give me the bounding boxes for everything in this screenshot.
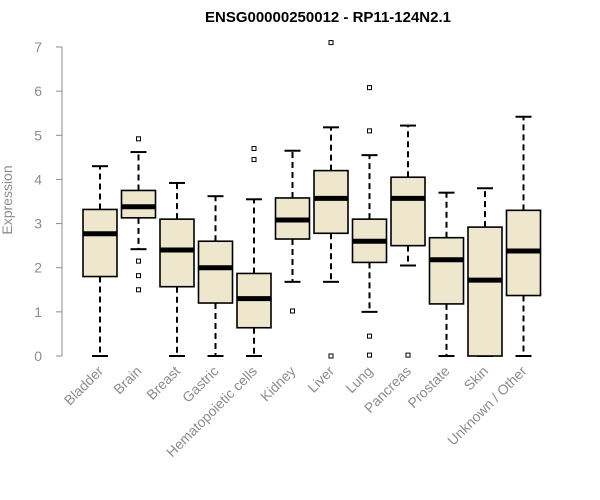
box-hematopoietic-cells <box>236 146 272 357</box>
box-rect <box>428 236 465 305</box>
box-rect <box>82 208 118 278</box>
y-tick-label: 5 <box>34 127 42 143</box>
x-tick-label: Lung <box>342 363 375 396</box>
box-lung <box>351 85 388 358</box>
chart-title: ENSG00000250012 - RP11-124N2.1 <box>205 9 451 26</box>
outlier-point <box>136 287 141 293</box>
outlier-point <box>328 353 334 359</box>
x-tick-label: Prostate <box>404 363 452 411</box>
box-rect <box>390 176 426 247</box>
x-tick-label: Liver <box>304 363 337 396</box>
outlier-point <box>367 128 372 134</box>
box-brain <box>120 136 157 293</box>
boxes-group <box>82 40 542 359</box>
outlier-point <box>328 40 334 46</box>
outlier-point <box>136 136 141 142</box>
box-breast <box>159 181 195 357</box>
outlier-point <box>290 308 295 314</box>
y-tick-label: 0 <box>34 348 42 364</box>
y-tick-label: 3 <box>34 216 42 232</box>
y-axis-label: Expression <box>0 165 15 234</box>
y-tick-label: 7 <box>34 39 42 55</box>
y-tick-label: 2 <box>34 260 42 276</box>
box-bladder <box>82 165 118 357</box>
x-tick-label: Brain <box>110 363 144 397</box>
outlier-point <box>367 85 372 91</box>
outlier-point <box>136 258 141 264</box>
box-unknown-other <box>505 115 542 357</box>
y-tick-label: 1 <box>34 304 42 320</box>
outlier-point <box>251 157 257 163</box>
outlier-point <box>367 333 372 339</box>
box-liver <box>313 40 349 359</box>
outlier-point <box>136 273 141 279</box>
outlier-point <box>251 146 257 152</box>
box-rect <box>197 240 234 304</box>
x-tick-label: Bladder <box>61 363 107 409</box>
box-skin <box>467 187 503 357</box>
box-pancreas <box>390 124 426 358</box>
y-tick-label: 4 <box>34 171 42 187</box>
box-rect <box>313 169 349 235</box>
y-axis: 0 1 2 3 4 5 6 7 <box>34 39 63 364</box>
x-tick-label: Skin <box>461 363 492 394</box>
outlier-point <box>367 352 372 358</box>
box-rect <box>467 226 503 357</box>
x-tick-label: Breast <box>143 363 183 403</box>
box-kidney <box>274 149 311 314</box>
box-gastric <box>197 195 234 357</box>
box-rect <box>159 218 195 288</box>
box-prostate <box>428 191 465 357</box>
box-rect <box>120 189 157 219</box>
outlier-point <box>405 352 411 358</box>
y-tick-label: 6 <box>34 83 42 99</box>
x-tick-label: Kidney <box>257 363 299 405</box>
